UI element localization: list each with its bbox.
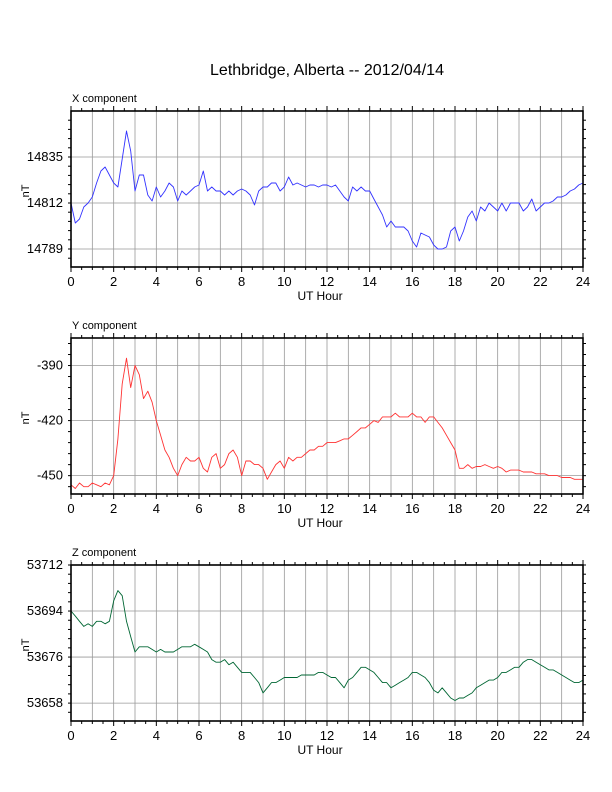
x-tick-label: 2: [110, 728, 117, 743]
x-tick-label: 16: [405, 274, 419, 289]
panel-title: Y component: [72, 320, 137, 332]
series-line: [70, 130, 584, 250]
x-tick-label: 6: [195, 728, 202, 743]
x-tick-label: 16: [405, 501, 419, 516]
x-tick-label: 8: [238, 728, 245, 743]
series-line: [70, 357, 583, 489]
y-axis-label: nT: [20, 184, 32, 197]
x-tick-label: 18: [448, 728, 462, 743]
x-tick-label: 2: [110, 501, 117, 516]
x-tick-label: 22: [533, 501, 547, 516]
x-tick-label: 16: [405, 728, 419, 743]
y-tick-label: 53694: [27, 603, 63, 618]
x-tick-label: 12: [320, 728, 334, 743]
x-tick-label: 2: [110, 274, 117, 289]
y-tick-label: 14812: [27, 195, 63, 210]
x-tick-label: 0: [67, 501, 74, 516]
x-axis-label: UT Hour: [297, 289, 342, 303]
x-tick-label: 0: [67, 274, 74, 289]
x-tick-label: 0: [67, 728, 74, 743]
y-tick-label: 53658: [27, 695, 63, 710]
x-tick-label: 14: [362, 728, 376, 743]
chart-title: Lethbridge, Alberta -- 2012/04/14: [210, 62, 444, 79]
x-tick-label: 14: [362, 274, 376, 289]
panel-title: Z component: [72, 547, 136, 559]
series-line: [70, 590, 584, 701]
y-tick-label: -390: [37, 358, 63, 373]
x-tick-label: 22: [533, 728, 547, 743]
x-tick-label: 20: [490, 274, 504, 289]
x-tick-label: 24: [576, 274, 590, 289]
x-tick-label: 20: [490, 728, 504, 743]
x-tick-label: 20: [490, 501, 504, 516]
y-tick-label: 53676: [27, 649, 63, 664]
x-tick-label: 12: [320, 501, 334, 516]
panel-title: X component: [72, 93, 137, 105]
y-tick-label: -420: [37, 413, 63, 428]
x-tick-label: 6: [195, 501, 202, 516]
x-tick-label: 18: [448, 501, 462, 516]
x-tick-label: 14: [362, 501, 376, 516]
x-tick-label: 24: [576, 501, 590, 516]
x-tick-label: 4: [153, 501, 160, 516]
y-axis-label: nT: [20, 411, 32, 424]
x-tick-label: 18: [448, 274, 462, 289]
x-tick-label: 10: [277, 274, 291, 289]
x-tick-label: 24: [576, 728, 590, 743]
x-axis-label: UT Hour: [297, 516, 342, 530]
x-tick-label: 10: [277, 501, 291, 516]
y-tick-label: -450: [37, 468, 63, 483]
x-tick-label: 22: [533, 274, 547, 289]
x-tick-label: 10: [277, 728, 291, 743]
x-tick-label: 8: [238, 501, 245, 516]
y-tick-label: 14789: [27, 241, 63, 256]
y-axis-label: nT: [20, 638, 32, 651]
x-tick-label: 4: [153, 274, 160, 289]
x-tick-label: 8: [238, 274, 245, 289]
y-tick-label: 14835: [27, 149, 63, 164]
x-tick-label: 12: [320, 274, 334, 289]
panel-3: 0 2 4 6 8 10 12 14 16 18 20 22 245365853676536945371…: [20, 547, 590, 757]
x-axis-label: UT Hour: [297, 743, 342, 757]
y-tick-label: 53712: [27, 557, 63, 572]
x-tick-label: 4: [153, 728, 160, 743]
x-tick-label: 6: [195, 274, 202, 289]
